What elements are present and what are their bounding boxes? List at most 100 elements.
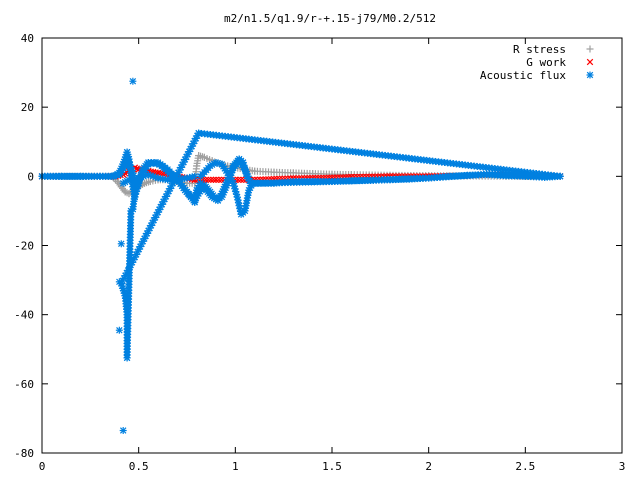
data-point (129, 205, 137, 213)
data-point (224, 176, 232, 184)
data-point (207, 176, 215, 184)
data-point (113, 178, 121, 186)
legend-label: Acoustic flux (480, 69, 566, 82)
data-point (123, 354, 131, 362)
data-point (463, 171, 471, 179)
legend-label: G work (526, 56, 566, 69)
data-point (289, 169, 297, 177)
legend-marker (586, 45, 594, 53)
y-tick-label: -80 (14, 447, 34, 460)
data-point (146, 178, 154, 186)
data-point (270, 168, 278, 176)
data-point (117, 240, 125, 248)
y-tick-label: -60 (14, 378, 34, 391)
legend-label: R stress (513, 43, 566, 56)
data-point (129, 183, 137, 191)
data-point (556, 172, 564, 180)
data-point (237, 176, 245, 184)
y-tick-label: -40 (14, 309, 34, 322)
data-point (121, 188, 129, 196)
data-point (502, 172, 510, 180)
data-point (158, 162, 166, 170)
data-point (251, 179, 259, 187)
data-point (328, 170, 336, 178)
data-point (195, 152, 203, 160)
data-point (121, 292, 129, 300)
x-tick-label: 1 (232, 460, 239, 473)
data-point (173, 176, 181, 184)
data-point (150, 159, 158, 166)
x-tick-label: 2.5 (515, 460, 535, 473)
plot-area (38, 77, 564, 435)
data-point (115, 326, 123, 334)
data-point (483, 171, 491, 179)
data-point (541, 173, 549, 181)
data-point (218, 190, 226, 198)
data-point (386, 176, 394, 184)
x-tick-label: 0 (39, 460, 46, 473)
data-point (289, 178, 297, 186)
series-acoustic-flux (38, 77, 564, 435)
data-point (135, 179, 143, 187)
data-point (444, 172, 452, 180)
data-point (96, 172, 104, 180)
data-point (521, 172, 529, 180)
data-point (205, 176, 212, 184)
data-point (210, 176, 217, 184)
data-point (129, 77, 137, 85)
x-tick-label: 1.5 (322, 460, 342, 473)
data-point (123, 311, 131, 319)
data-point (202, 186, 210, 194)
data-point (187, 193, 195, 201)
legend-marker (586, 71, 594, 79)
y-tick-label: 0 (27, 170, 34, 183)
data-point (119, 427, 127, 435)
data-point (77, 172, 85, 180)
chart-title: m2/n1.5/q1.9/r-+.15-j79/M0.2/512 (224, 12, 436, 25)
data-point (229, 162, 237, 170)
data-point (200, 153, 208, 161)
data-point (110, 172, 118, 180)
data-point (215, 176, 222, 184)
legend-marker (586, 58, 594, 66)
data-point (117, 280, 125, 288)
y-tick-label: -20 (14, 240, 34, 253)
data-point (119, 160, 127, 168)
data-point (57, 172, 65, 180)
data-point (425, 174, 433, 182)
x-tick-label: 0.5 (129, 460, 149, 473)
data-point (234, 176, 242, 184)
x-tick-label: 2 (425, 460, 432, 473)
data-point (347, 177, 355, 185)
data-point (214, 197, 222, 205)
data-point (191, 172, 199, 180)
data-point (123, 148, 131, 156)
data-point (193, 162, 201, 170)
data-point (195, 129, 203, 137)
data-point (270, 179, 278, 187)
data-point (405, 175, 413, 183)
data-point (309, 178, 317, 186)
data-point (251, 167, 259, 175)
data-point (328, 178, 336, 186)
data-point (139, 165, 147, 173)
data-point (191, 198, 199, 206)
data-point (140, 235, 148, 243)
x-tick-label: 3 (619, 460, 626, 473)
data-point (125, 155, 133, 163)
data-point (367, 176, 375, 184)
data-point (127, 169, 135, 177)
y-tick-label: 40 (21, 32, 34, 45)
data-point (166, 169, 174, 177)
data-point (212, 176, 220, 184)
data-point (208, 193, 216, 201)
data-point (115, 169, 123, 177)
plot-frame (41, 37, 623, 454)
y-tick-label: 20 (21, 101, 34, 114)
data-point (181, 186, 189, 194)
data-point (197, 179, 205, 187)
data-point (131, 190, 139, 198)
